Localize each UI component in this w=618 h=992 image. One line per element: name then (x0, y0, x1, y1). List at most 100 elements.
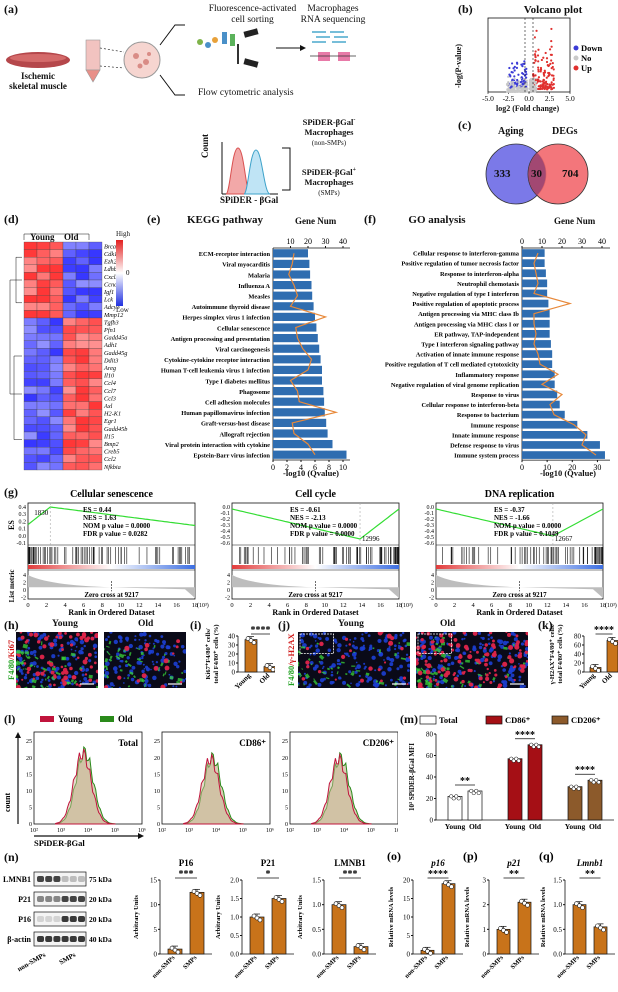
volcano-point (524, 88, 528, 91)
top-tick-label: 20 (304, 237, 312, 246)
bottom-tick-label: 30 (593, 463, 601, 472)
heatmap-cell (23, 249, 38, 258)
enrichment-term-label: Response to virus (471, 392, 519, 399)
enrichment-bar (273, 323, 317, 332)
gsea-x-tick: 10 (322, 602, 329, 609)
nucleus-stain (107, 635, 110, 639)
volcano-point (525, 76, 528, 79)
f480-stain (304, 673, 310, 679)
blot-band (37, 876, 44, 882)
heatmap-cell (49, 431, 64, 440)
nucleus-stain (389, 662, 394, 667)
marker-stain (95, 635, 98, 638)
enrichment-bar (522, 259, 545, 267)
heatmap-cell (23, 409, 38, 417)
nucleus-stain (18, 668, 23, 673)
f480-stain (64, 665, 67, 668)
nucleus-stain (338, 676, 342, 680)
heatmap-cell (49, 264, 64, 273)
heatmap-cell (49, 310, 64, 319)
nucleus-stain (353, 637, 357, 640)
gsea-x-tick: 8 (101, 602, 104, 609)
go-top-axis-label: Gene Num (554, 216, 596, 226)
marker-stain (402, 676, 407, 680)
nucleus-stain (478, 645, 483, 650)
significance-marker: **** (428, 869, 448, 880)
marker-stain (463, 644, 469, 650)
f480-stain (33, 665, 36, 668)
heatmap-cell (36, 386, 51, 395)
nucleus-stain (136, 660, 141, 665)
data-point (596, 668, 601, 673)
gsea-es-tick: 0.0 (19, 534, 27, 540)
f480-stain (299, 674, 303, 678)
nucleus-stain (488, 661, 493, 666)
venn-diagram (485, 143, 589, 205)
marker-stain (483, 647, 486, 650)
marker-stain (416, 645, 421, 650)
marker-stain (160, 684, 166, 688)
heatmap-cell (62, 439, 77, 448)
blot-protein-label: LMNB1 (3, 875, 31, 884)
nucleus-stain (148, 634, 152, 638)
blot-band (78, 936, 85, 942)
heatmap-gene-label: Ccl2 (104, 456, 117, 463)
marker-stain (497, 683, 502, 688)
panel-label: (d) (4, 212, 19, 226)
nucleus-stain (27, 646, 31, 650)
f480-stain (23, 686, 29, 688)
flow-y-tick: 25 (154, 739, 160, 745)
f480-stain (16, 661, 18, 667)
heatmap-cell (49, 302, 64, 311)
heatmap-cell (36, 355, 51, 364)
nucleus-stain (360, 637, 364, 641)
gsea-es-curve (231, 508, 400, 540)
marker-stain (453, 637, 458, 642)
enrichment-bar (522, 360, 553, 368)
top-tick-label: 40 (598, 237, 606, 246)
western-blot: LMNB1 75 kDa P21 20 kDa P16 20 kDa β-actin 40 k… (3, 871, 112, 973)
gsea-stat: NES = -1.66 (494, 514, 530, 522)
gsea-x-tick: 4 (471, 602, 475, 609)
nucleus-stain (85, 669, 88, 672)
volcano-point (507, 85, 510, 88)
gsea-stat: ES = -0.61 (290, 506, 321, 514)
blot-band (45, 916, 53, 922)
heatmap-cell (88, 378, 103, 387)
heatmap-cell (23, 302, 38, 311)
go-xlabel: -log10 (Qvalue) (540, 468, 596, 478)
marker-stain (461, 671, 466, 675)
marker-stain (434, 678, 438, 682)
marker-stain (439, 633, 444, 638)
marker-stain (514, 644, 520, 650)
y-tick-label: 0 (407, 951, 411, 959)
blot-band (78, 916, 85, 922)
heatmap-young-label: Young (30, 232, 55, 242)
heatmap-cell (36, 302, 51, 311)
m-x-category: Old (589, 822, 602, 831)
f480-stain (136, 657, 141, 662)
f480-stain (177, 677, 183, 682)
volcano-point (543, 69, 546, 72)
marker-stain (172, 652, 175, 655)
blot-band (69, 916, 77, 922)
venn-left-count: 333 (494, 168, 511, 180)
volcano-point (550, 59, 553, 62)
data-point (525, 902, 530, 908)
marker-stain (520, 668, 525, 673)
dendrogram-branch (23, 233, 90, 240)
gsea-metric-tick: 4 (431, 573, 434, 579)
nucleus-stain (361, 633, 364, 636)
gsea-es-tick: -0.2 (425, 517, 435, 523)
y-tick-label: 0 (578, 669, 582, 677)
marker-stain (89, 665, 93, 669)
nucleus-stain (124, 664, 128, 668)
nucleus-stain (131, 665, 136, 670)
gsea-x-tick: 18 (600, 602, 607, 609)
heatmap-cell (36, 409, 51, 417)
marker-stain (104, 685, 109, 688)
y-tick-label: 15 (150, 877, 158, 885)
f480-stain (124, 660, 128, 664)
nucleus-stain (507, 676, 513, 682)
